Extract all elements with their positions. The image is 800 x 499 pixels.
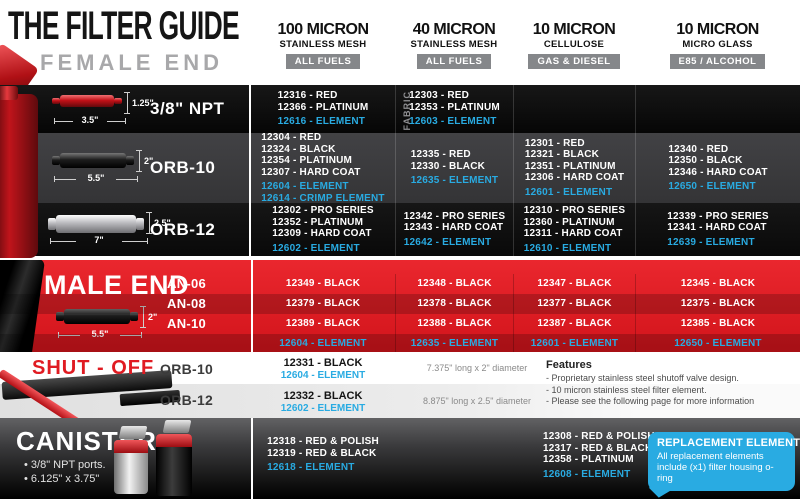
cell-orb10-100micron: 12304 - RED 12324 - BLACK 12354 - PLATINUM… xyxy=(261,133,385,203)
cell-orb12-10micron-cellulose: 12310 - PRO SERIES 12360 - PLATINUM 12311 … xyxy=(513,203,635,256)
column-header-40-micron: 40 MICRON STAINLESS MESH ALL FUELS xyxy=(410,21,498,69)
row-npt: 1.25" 3.5" 3/8" NPT 12316 - RED 12366 - P… xyxy=(0,85,800,133)
fuel-badge: ALL FUELS xyxy=(285,54,361,69)
shutoff-orb10-label: ORB-10 xyxy=(160,361,214,377)
cell-canister-10micron-cellulose: 12308 - RED & POLISH 12317 - RED & BLACK 1… xyxy=(543,431,655,480)
an10-label: AN-10 xyxy=(167,316,207,331)
fuel-badge: GAS & DIESEL xyxy=(528,54,620,69)
row-orb10: 2" 5.5" ORB-10 12304 - RED 12324 - BLACK 1… xyxy=(0,133,800,203)
male-end-title: MALE END xyxy=(44,270,189,300)
height-dimension: 2" xyxy=(140,306,157,328)
replacement-elements-body: All replacement elements include (x1) fi… xyxy=(657,451,774,484)
shutoff-orb10-dims: 7.375" long x 2" diameter xyxy=(426,363,528,373)
canister-specs: • 3/8" NPT ports. • 6.125" x 3.75" xyxy=(24,459,106,485)
fuel-badge: ALL FUELS xyxy=(416,54,492,69)
features-title: Features xyxy=(546,359,592,371)
silver-canister-photo xyxy=(114,440,148,494)
cell-orb12-100micron: 12302 - PRO SERIES 12352 - PLATINUM 12309 … xyxy=(272,205,374,254)
row-npt-label-area: 1.25" 3.5" 3/8" NPT xyxy=(0,85,251,133)
red-inline-filter-photo xyxy=(0,86,38,258)
replacement-elements-callout: REPLACEMENT ELEMENTS All replacement ele… xyxy=(648,432,800,491)
male-end-row-an06: AN-06 12349 - BLACK 12348 - BLACK 12347 … xyxy=(0,274,800,294)
an08-label: AN-08 xyxy=(167,296,207,311)
page-title: THE FILTER GUIDE xyxy=(8,4,240,48)
column-header-10-micron-cellulose: 10 MICRON CELLULOSE GAS & DIESEL xyxy=(513,0,635,85)
cell-npt-10micron-cellulose xyxy=(513,85,635,133)
row-orb12: 2.5" 7" ORB-12 12302 - PRO SERIES 12352 -… xyxy=(0,203,800,256)
an06-label: AN-06 xyxy=(167,276,207,291)
height-dimension: 2.5" xyxy=(146,212,171,234)
shut-off-title: SHUT - OFF xyxy=(32,357,155,379)
column-separator xyxy=(251,260,253,352)
fuel-badge: E85 / ALCOHOL xyxy=(669,54,766,69)
black-canister-photo xyxy=(156,434,192,496)
row-label-npt: 3/8" NPT xyxy=(150,99,225,118)
cell-orb10-10micron-glass: 12340 - RED 12350 - BLACK 12346 - HARD COA… xyxy=(635,133,800,203)
row-label-orb12: ORB-12 xyxy=(150,219,216,239)
cell-orb10-40micron: 12335 - RED 12330 - BLACK 12635 - ELEMENT xyxy=(395,133,513,203)
cell-npt-10micron-glass xyxy=(635,85,800,133)
shut-off-section: SHUT - OFF ORB-10 ORB-12 12331 - BLACK 1… xyxy=(0,354,800,418)
shutoff-orb12-part: 12332 - BLACK xyxy=(283,390,363,402)
shutoff-orb10-part: 12331 - BLACK xyxy=(283,357,363,369)
replacement-elements-title: REPLACEMENT ELEMENTS xyxy=(657,437,800,449)
cell-npt-100micron: 12316 - RED 12366 - PLATINUM 12616 - ELEM… xyxy=(277,90,369,128)
cell-orb12-40micron: 12342 - PRO SERIES 12343 - HARD COAT 1264… xyxy=(395,203,513,256)
cell-orb10-10micron-cellulose: 12301 - RED 12321 - BLACK 12351 - PLATINUM… xyxy=(513,133,635,203)
female-end-subtitle: FEMALE END xyxy=(40,50,223,75)
cell-orb12-10micron-glass: 12339 - PRO SERIES 12341 - HARD COAT 1263… xyxy=(635,203,800,256)
male-end-row-an10: AN-10 12389 - BLACK 12388 - BLACK 12387 … xyxy=(0,314,800,334)
orb12-filter-photo: 2.5" 7" xyxy=(48,210,171,250)
cell-canister-100micron: 12318 - RED & POLISH 12319 - RED & BLACK … xyxy=(267,436,379,473)
length-dimension: 5.5" xyxy=(54,173,138,183)
shutoff-orb10-element: 12604 - ELEMENT xyxy=(280,370,366,381)
height-dimension: 2" xyxy=(136,150,153,172)
shutoff-orb12-element: 12602 - ELEMENT xyxy=(280,403,366,414)
mounting-bracket xyxy=(118,426,148,439)
canister-section: CANISTER • 3/8" NPT ports. • 6.125" x 3.7… xyxy=(0,418,800,499)
row-label-orb10: ORB-10 xyxy=(150,158,216,177)
row-orb10-label-area: 2" 5.5" ORB-10 xyxy=(0,133,251,203)
mounting-bracket xyxy=(162,420,192,433)
shutoff-orb12-label: ORB-12 xyxy=(160,392,214,408)
features-list: - Proprietary stainless steel shutoff va… xyxy=(546,373,755,406)
length-dimension: 3.5" xyxy=(54,115,126,125)
column-separator xyxy=(251,418,253,499)
orb10-filter-photo: 2" 5.5" xyxy=(52,148,153,188)
column-header-10-micron-micro-glass: 10 MICRON MICRO GLASS E85 / ALCOHOL xyxy=(635,0,800,85)
length-dimension: 5.5" xyxy=(58,329,142,339)
fabric-note: FABRIC xyxy=(402,91,412,131)
height-dimension: 1.25" xyxy=(124,92,154,114)
features-block: Features - Proprietary stainless steel s… xyxy=(546,359,754,408)
male-end-row-an08: AN-08 12379 - BLACK 12378 - BLACK 12377 … xyxy=(0,294,800,314)
column-header-100-micron: 100 MICRON STAINLESS MESH ALL FUELS xyxy=(277,21,369,69)
male-end-filter-photo: 2" 5.5" xyxy=(56,304,157,344)
npt-filter-photo: 1.25" 3.5" xyxy=(52,90,154,130)
row-orb12-label-area: 2.5" 7" ORB-12 xyxy=(0,203,251,256)
male-end-element-row: 12604 - ELEMENT 12635 - ELEMENT 12601 - … xyxy=(0,334,800,352)
cell-npt-40micron: FABRIC 12303 - RED 12353 - PLATINUM 12603… xyxy=(395,85,513,133)
length-dimension: 7" xyxy=(50,235,148,245)
column-headers: 100 MICRON STAINLESS MESH ALL FUELS 40 M… xyxy=(251,0,800,85)
male-end-section: MALE END 2" 5.5" AN-06 12349 - BLACK 123… xyxy=(0,258,800,354)
shutoff-orb12-dims: 8.875" long x 2.5" diameter xyxy=(423,396,531,406)
canister-photos xyxy=(112,420,212,498)
